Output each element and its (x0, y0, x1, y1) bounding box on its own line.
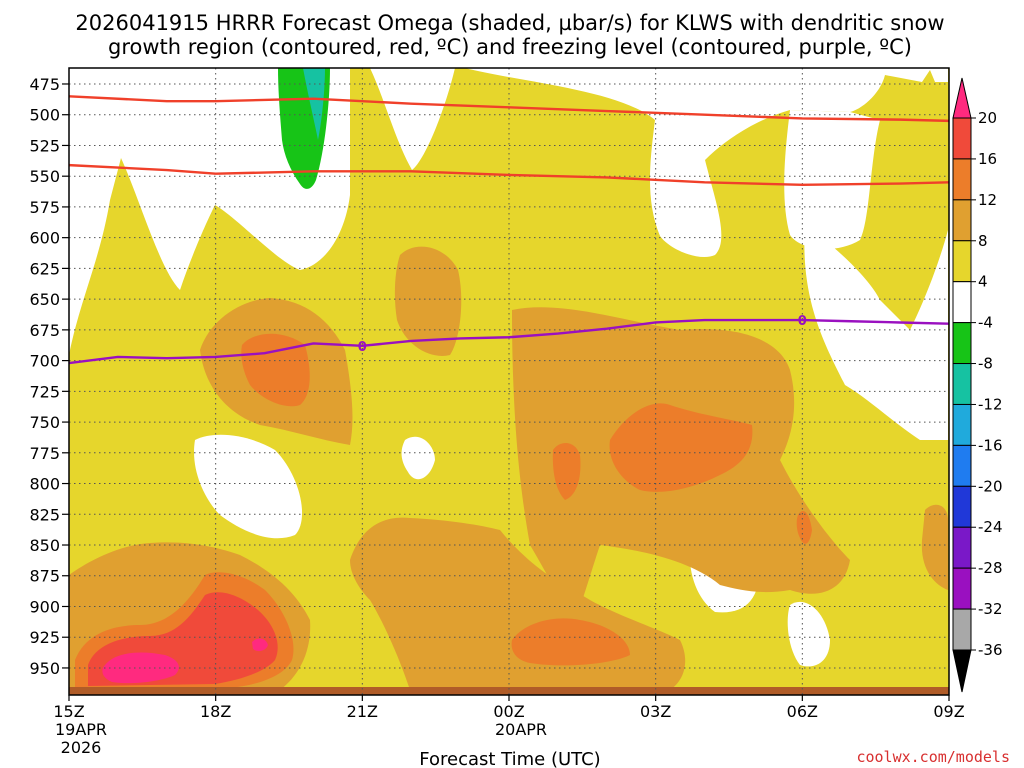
dendritic-contour-line (69, 163, 949, 186)
x-tick-label: 18Z (200, 702, 231, 721)
y-tick-label: 900 (29, 597, 60, 616)
x-tick-label: 00Z (493, 702, 524, 721)
grid-lines (69, 68, 949, 695)
y-axis-ticks: 475 500 525 550 575 600 625 650 675 700 725 750 775 8… (29, 75, 69, 678)
colorbar-label: -20 (978, 477, 1003, 495)
y-tick-label: 475 (29, 75, 60, 94)
x-axis-title: Forecast Time (UTC) (419, 749, 600, 768)
colorbar-label: 20 (978, 109, 997, 127)
chart-title-line-2: growth region (contoured, red, ºC) and f… (108, 35, 912, 59)
colorbar-label: 8 (978, 232, 988, 250)
omega-region-neutral (401, 436, 435, 480)
terrain-strip (69, 687, 949, 695)
y-tick-label: 875 (29, 567, 60, 586)
omega-region-extreme (252, 638, 268, 652)
x-date-label: 19APR (55, 720, 107, 739)
colorbar-swatch (952, 199, 972, 242)
colorbar-swatch (952, 363, 972, 405)
x-tick-label: 06Z (787, 702, 818, 721)
colorbar-swatch (952, 158, 972, 201)
y-tick-label: 500 (29, 106, 60, 125)
y-tick-label: 775 (29, 444, 60, 463)
omega-region-extreme (102, 652, 179, 684)
colorbar-swatch (952, 117, 972, 160)
y-tick-label: 550 (29, 167, 60, 186)
y-tick-label: 700 (29, 352, 60, 371)
colorbar-swatch (952, 485, 972, 528)
colorbar-label: -16 (978, 436, 1003, 454)
freezing-level-label: 0 (358, 340, 367, 355)
y-tick-label: 600 (29, 229, 60, 248)
colorbar-swatch (952, 444, 972, 487)
omega-region-strong (552, 443, 581, 500)
y-tick-label: 925 (29, 628, 60, 647)
colorbar-swatch (952, 240, 972, 283)
y-tick-label: 850 (29, 536, 60, 555)
colorbar-label: -28 (978, 559, 1003, 577)
colorbar-label: 16 (978, 150, 997, 168)
x-date-label: 2026 (61, 738, 102, 757)
colorbar-swatch (952, 608, 972, 651)
y-tick-label: 525 (29, 136, 60, 155)
colorbar-arrow-bottom (952, 649, 972, 693)
omega-region-neutral (784, 110, 880, 250)
y-tick-label: 800 (29, 475, 60, 494)
omega-region-neutral (804, 225, 948, 440)
y-tick-label: 750 (29, 413, 60, 432)
y-tick-label: 725 (29, 382, 60, 401)
y-tick-label: 575 (29, 198, 60, 217)
omega-region-sinking-strong (303, 68, 325, 140)
omega-shading (69, 68, 949, 695)
colorbar-label: -4 (978, 314, 993, 332)
y-tick-label: 950 (29, 659, 60, 678)
omega-region-moderate (394, 246, 462, 356)
y-tick-label: 675 (29, 321, 60, 340)
y-tick-label: 625 (29, 259, 60, 278)
x-tick-label: 21Z (347, 702, 378, 721)
omega-region-strong (511, 618, 630, 666)
colorbar-swatch (952, 322, 972, 365)
colorbar-legend: 20 16 12 8 4 -4 -8 -12 -16 -20 -24 -28 -32 -36 (952, 77, 1003, 693)
omega-region-moderate (921, 504, 948, 590)
freezing-level-labels: 00 (358, 314, 807, 355)
colorbar-swatch (952, 567, 972, 610)
omega-region-neutral (194, 434, 303, 539)
colorbar-label: -36 (978, 641, 1003, 659)
freezing-level-contour (69, 318, 949, 365)
omega-region-strong (796, 510, 812, 544)
x-tick-label: 03Z (640, 702, 671, 721)
omega-region-neutral (787, 601, 830, 667)
dendritic-contour-line (69, 95, 949, 123)
colorbar-swatch (952, 403, 972, 446)
dendritic-growth-contours (69, 95, 949, 186)
chart-title-line-1: 2026041915 HRRR Forecast Omega (shaded, … (75, 11, 944, 35)
credit-text: coolwx.com/models (856, 748, 1010, 766)
colorbar-label: -12 (978, 395, 1003, 413)
colorbar-label: -32 (978, 600, 1003, 618)
omega-region-neutral (69, 68, 350, 355)
omega-region-strong (241, 333, 310, 407)
omega-region-neutral (465, 68, 948, 258)
x-tick-label: 09Z (933, 702, 964, 721)
y-tick-label: 825 (29, 505, 60, 524)
colorbar-swatch (952, 281, 972, 324)
colorbar-label: -24 (978, 518, 1003, 536)
y-tick-label: 650 (29, 290, 60, 309)
colorbar-label: 4 (978, 273, 988, 291)
freezing-level-line (69, 318, 949, 365)
colorbar-label: 12 (978, 191, 997, 209)
colorbar-label: -8 (978, 355, 993, 373)
colorbar-arrow-top (952, 77, 972, 119)
x-date-label: 20APR (495, 720, 547, 739)
x-tick-label: 15Z (53, 702, 84, 721)
omega-region-neutral (370, 68, 455, 170)
colorbar-swatch (952, 526, 972, 569)
omega-region-strong (609, 403, 753, 492)
freezing-level-label: 0 (798, 314, 807, 329)
